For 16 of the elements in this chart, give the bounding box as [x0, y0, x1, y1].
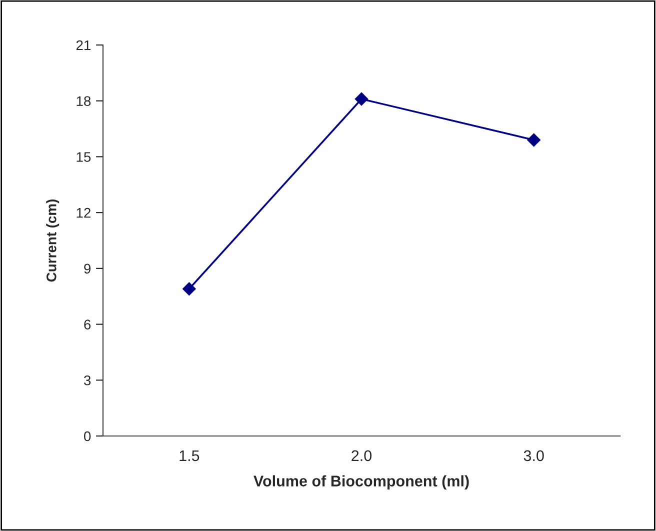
y-axis-title: Current (cm)	[46, 200, 60, 282]
y-tick-label: 21	[76, 40, 91, 50]
x-tick-label: 3.0	[524, 450, 544, 462]
x-axis-title: Volume of Biocomponent (ml)	[254, 475, 469, 490]
point	[182, 282, 196, 296]
x-tick-label: 1.5	[180, 450, 200, 462]
y-tick-label: 9	[84, 264, 91, 274]
y-tick-label: 12	[76, 208, 90, 218]
y-tick-label: 0	[84, 431, 91, 442]
y-tick-label: 6	[84, 320, 91, 330]
point	[354, 92, 368, 106]
y-tick-label: 18	[76, 96, 91, 106]
y-tick-label: 15	[76, 152, 91, 162]
x-tick-label: 2.0	[352, 450, 372, 462]
y-tick-label: 3	[84, 375, 91, 386]
point	[527, 133, 540, 147]
